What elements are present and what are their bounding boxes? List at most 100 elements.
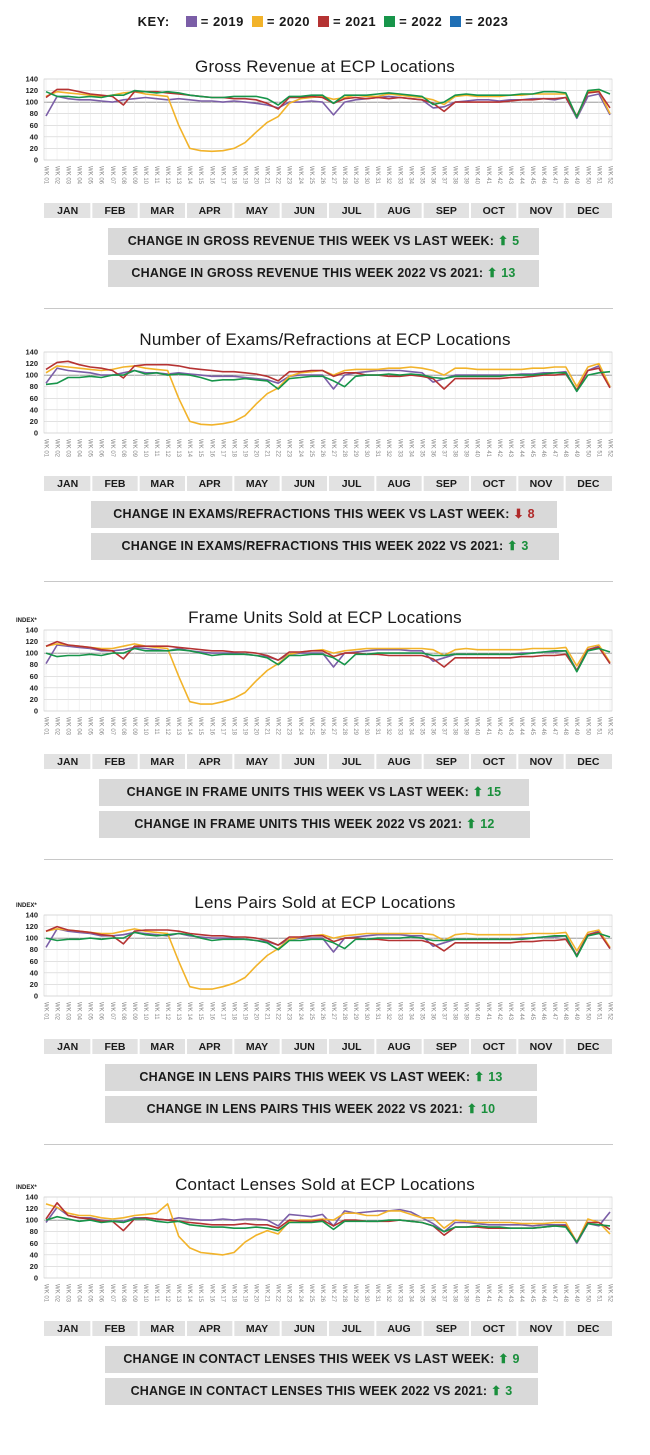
month-label: APR <box>199 1323 222 1335</box>
month-label: APR <box>199 205 222 217</box>
month-label: MAR <box>150 205 174 217</box>
month-label: NOV <box>530 478 553 490</box>
x-tick-label: WK 52 <box>606 1002 612 1021</box>
x-tick-label: WK 14 <box>186 1284 192 1303</box>
y-tick-label: 140 <box>25 911 38 920</box>
x-tick-label: WK 33 <box>396 166 402 185</box>
x-tick-label: WK 06 <box>98 1002 104 1021</box>
series-line-2021 <box>45 640 611 672</box>
month-label: APR <box>199 478 222 490</box>
x-tick-label: WK 04 <box>76 1002 82 1021</box>
y-tick-label: 0 <box>34 1274 38 1283</box>
x-tick-label: WK 52 <box>606 439 612 458</box>
x-tick-label: WK 08 <box>120 439 126 458</box>
x-tick-label: WK 29 <box>352 1002 358 1021</box>
legend-key-label: KEY: <box>137 14 170 29</box>
x-tick-label: WK 03 <box>65 717 71 736</box>
y-tick-label: 100 <box>25 98 38 107</box>
month-label: NOV <box>530 1041 553 1053</box>
stat-text: CHANGE IN GROSS REVENUE THIS WEEK VS LAS… <box>127 234 498 248</box>
month-label: AUG <box>387 205 410 217</box>
x-tick-label: WK 41 <box>485 1002 491 1021</box>
month-label: JUL <box>342 756 362 768</box>
y-tick-label: 20 <box>30 695 38 704</box>
legend-label: = 2023 <box>465 14 509 29</box>
month-label: AUG <box>387 756 410 768</box>
month-label: JUL <box>342 478 362 490</box>
x-tick-label: WK 50 <box>584 1002 590 1021</box>
month-label: DEC <box>577 1323 600 1335</box>
x-tick-label: WK 11 <box>153 717 159 735</box>
x-tick-label: WK 18 <box>230 439 236 458</box>
chart-title: Lens Pairs Sold at ECP Locations <box>194 893 456 912</box>
month-label: FEB <box>105 756 126 768</box>
x-tick-label: WK 14 <box>186 717 192 736</box>
y-axis-label: INDEX* <box>16 618 37 624</box>
y-tick-label: 40 <box>30 968 38 977</box>
x-tick-label: WK 02 <box>53 1002 59 1021</box>
arrow-up-icon: ⬆ <box>506 539 518 553</box>
x-tick-label: WK 39 <box>463 439 469 458</box>
x-tick-label: WK 17 <box>219 1002 225 1021</box>
x-tick-label: WK 27 <box>330 717 336 736</box>
x-tick-label: WK 21 <box>264 717 270 736</box>
x-tick-label: WK 28 <box>341 1002 347 1021</box>
month-label: MAY <box>246 1323 268 1335</box>
stat-text: CHANGE IN GROSS REVENUE THIS WEEK 2022 V… <box>131 266 487 280</box>
x-tick-label: WK 42 <box>496 166 502 185</box>
stat-value: 3 <box>517 539 529 553</box>
month-label: JUN <box>294 756 315 768</box>
y-tick-label: 120 <box>25 359 38 368</box>
x-tick-label: WK 51 <box>595 1002 601 1021</box>
x-tick-label: WK 02 <box>53 717 59 736</box>
legend-label: = 2020 <box>266 14 310 29</box>
x-tick-label: WK 18 <box>230 1284 236 1303</box>
x-tick-label: WK 31 <box>374 1002 380 1021</box>
x-tick-label: WK 36 <box>429 166 435 185</box>
arrow-up-icon: ⬆ <box>490 1384 502 1398</box>
chart-title: Frame Units Sold at ECP Locations <box>188 608 462 627</box>
x-tick-label: WK 33 <box>396 717 402 736</box>
x-tick-label: WK 20 <box>253 1002 259 1021</box>
x-tick-label: WK 31 <box>374 166 380 185</box>
legend-swatch <box>384 16 396 27</box>
section-divider <box>44 308 613 309</box>
x-tick-label: WK 06 <box>98 1284 104 1303</box>
y-tick-label: 140 <box>25 348 38 357</box>
x-tick-label: WK 12 <box>164 1284 170 1303</box>
x-tick-label: WK 18 <box>230 717 236 736</box>
stat-value: 12 <box>476 817 495 831</box>
series-line-2020 <box>45 1203 611 1256</box>
y-tick-label: 80 <box>30 382 38 391</box>
y-axis-label: INDEX* <box>16 1185 37 1191</box>
legend-item: = 2022 <box>384 14 442 29</box>
y-axis-label: INDEX* <box>16 903 37 909</box>
x-tick-label: WK 01 <box>42 717 48 736</box>
x-tick-label: WK 04 <box>76 717 82 736</box>
month-label: JAN <box>57 1041 78 1053</box>
x-tick-label: WK 21 <box>264 439 270 458</box>
arrow-up-icon: ⬆ <box>486 266 498 280</box>
x-tick-label: WK 34 <box>407 1002 413 1021</box>
x-tick-label: WK 44 <box>518 1284 524 1303</box>
month-label: JAN <box>57 1323 78 1335</box>
x-tick-label: WK 08 <box>120 166 126 185</box>
line-chart: 0 20 40 60 80 100 120 140 WK 01 WK 02 WK 03 WK 04 WK… <box>25 911 612 1054</box>
x-tick-label: WK 34 <box>407 1284 413 1303</box>
x-tick-label: WK 20 <box>253 439 259 458</box>
x-tick-label: WK 37 <box>441 717 447 736</box>
x-tick-label: WK 14 <box>186 166 192 185</box>
x-tick-label: WK 47 <box>551 1284 557 1303</box>
x-tick-label: WK 30 <box>363 166 369 185</box>
line-chart: 0 20 40 60 80 100 120 140 WK 01 WK 02 WK 03 WK 04 WK… <box>25 348 612 491</box>
x-tick-label: WK 26 <box>319 1002 325 1021</box>
x-tick-label: WK 31 <box>374 439 380 458</box>
x-tick-label: WK 27 <box>330 1002 336 1021</box>
x-tick-label: WK 22 <box>275 1002 281 1021</box>
month-label: SEP <box>436 1041 457 1053</box>
x-tick-label: WK 22 <box>275 717 281 736</box>
x-tick-label: WK 14 <box>186 439 192 458</box>
month-label: APR <box>199 1041 222 1053</box>
x-tick-label: WK 04 <box>76 439 82 458</box>
x-tick-label: WK 14 <box>186 1002 192 1021</box>
